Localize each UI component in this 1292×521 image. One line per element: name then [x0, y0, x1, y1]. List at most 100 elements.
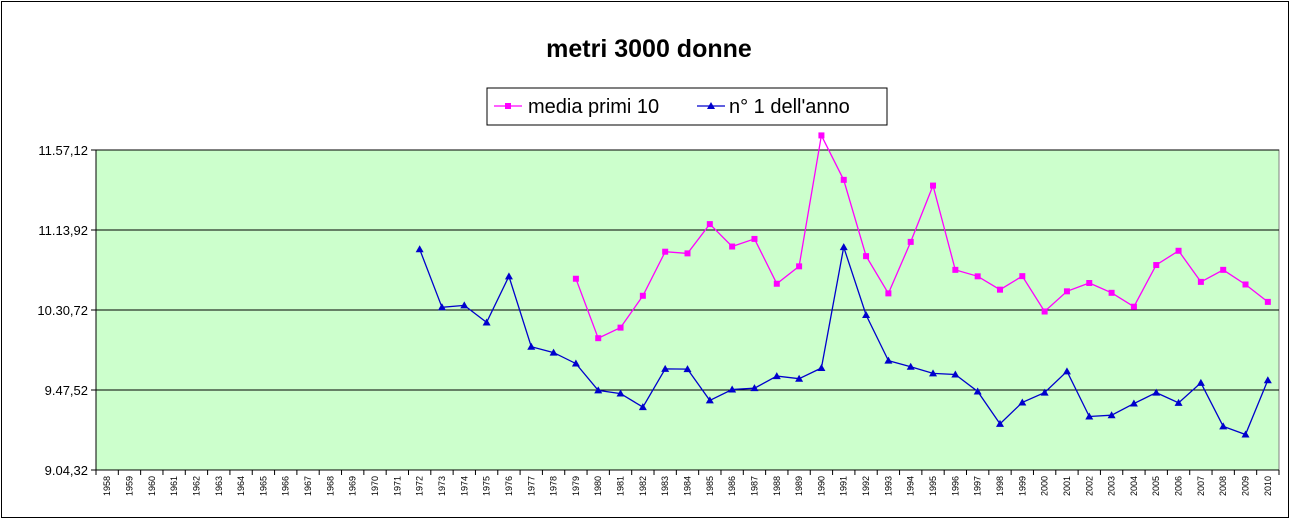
data-point — [929, 369, 938, 377]
data-point — [1264, 298, 1271, 305]
x-tick-label: 1991 — [839, 476, 849, 496]
legend-marker-first — [707, 102, 715, 109]
x-tick-label: 1967 — [303, 476, 313, 496]
data-point — [1062, 367, 1071, 375]
data-point — [862, 311, 871, 319]
data-point — [683, 365, 692, 373]
data-point — [995, 419, 1004, 427]
x-tick-label: 2005 — [1151, 476, 1161, 496]
legend: media primi 10 n° 1 dell'anno — [486, 87, 888, 126]
x-tick-label: 2000 — [1040, 476, 1050, 496]
data-point — [595, 335, 602, 342]
x-tick-label: 1987 — [749, 476, 759, 496]
data-point — [1063, 288, 1070, 295]
x-tick-label: 1962 — [191, 476, 201, 496]
data-point — [1242, 281, 1249, 288]
data-point — [1108, 289, 1115, 296]
data-point — [1175, 247, 1182, 254]
data-point — [1152, 388, 1161, 396]
x-tick-label: 2003 — [1107, 476, 1117, 496]
data-point — [906, 362, 915, 370]
x-tick-label: 1982 — [638, 476, 648, 496]
data-point — [572, 275, 579, 282]
data-point — [639, 292, 646, 299]
legend-box — [486, 87, 888, 126]
x-tick-label: 1980 — [593, 476, 603, 496]
data-point — [1196, 378, 1205, 386]
x-tick-label: 1966 — [281, 476, 291, 496]
data-point — [751, 235, 758, 242]
legend-label-first: n° 1 dell'anno — [729, 96, 850, 118]
data-point — [728, 385, 737, 393]
x-tick-label: 1963 — [214, 476, 224, 496]
x-tick-label: 2009 — [1241, 476, 1251, 496]
chart-title: metri 3000 donne — [546, 35, 752, 63]
data-point — [437, 303, 446, 311]
y-tick-label: 10.30,72 — [37, 303, 88, 318]
data-point — [840, 176, 847, 183]
x-tick-label: 1972 — [415, 476, 425, 496]
data-point — [863, 253, 870, 260]
data-point — [1041, 308, 1048, 315]
data-point — [750, 384, 759, 392]
legend-label-media: media primi 10 — [528, 96, 659, 118]
x-tick-label: 1985 — [705, 476, 715, 496]
data-point — [996, 286, 1003, 293]
data-point — [1019, 273, 1026, 280]
series-0 — [572, 132, 1271, 342]
x-tick-label: 1997 — [973, 476, 983, 496]
x-tick-label: 2008 — [1218, 476, 1228, 496]
data-point — [1040, 388, 1049, 396]
x-tick-label: 1979 — [571, 476, 581, 496]
x-tick-label: 1968 — [325, 476, 335, 496]
x-tick-label: 1971 — [392, 476, 402, 496]
data-point — [684, 250, 691, 257]
data-point — [1130, 303, 1137, 310]
data-point — [504, 272, 513, 280]
data-point — [662, 248, 669, 255]
data-point — [729, 243, 736, 250]
x-tick-label: 2001 — [1062, 476, 1072, 496]
data-point — [1220, 266, 1227, 273]
x-tick-label: 1965 — [258, 476, 268, 496]
data-point — [616, 389, 625, 397]
data-point — [617, 324, 624, 331]
x-tick-label: 1973 — [437, 476, 447, 496]
data-point — [795, 374, 804, 382]
x-tick-label: 1992 — [861, 476, 871, 496]
data-point — [1107, 411, 1116, 419]
data-point — [1018, 398, 1027, 406]
data-point — [527, 342, 536, 350]
data-point — [952, 266, 959, 273]
data-point — [1085, 412, 1094, 420]
y-tick-label: 11.13,92 — [38, 223, 88, 238]
data-point — [930, 182, 937, 189]
legend-marker-media — [505, 103, 511, 109]
gridlines — [96, 149, 1279, 391]
x-tick-label: 1989 — [794, 476, 804, 496]
x-tick-label: 1998 — [995, 476, 1005, 496]
data-point — [415, 245, 424, 253]
data-point — [571, 359, 580, 367]
x-tick-label: 2006 — [1174, 476, 1184, 496]
data-point — [1197, 278, 1204, 285]
data-point — [773, 280, 780, 287]
data-point — [951, 370, 960, 378]
x-tick-label: 1986 — [727, 476, 737, 496]
x-tick-label: 1990 — [816, 476, 826, 496]
x-tick-label: 1969 — [348, 476, 358, 496]
data-point — [839, 243, 848, 251]
data-point — [1174, 398, 1183, 406]
x-tick-label: 1983 — [660, 476, 670, 496]
x-tick-label: 1976 — [504, 476, 514, 496]
data-point — [974, 273, 981, 280]
data-point — [885, 290, 892, 297]
series-1 — [415, 243, 1272, 438]
data-point — [705, 396, 714, 404]
series-layer — [415, 132, 1272, 438]
axes: 9.04,32 9.47,52 10.30,72 11.13,92 11.57,12 19… — [37, 143, 1280, 496]
x-tick-label: 1960 — [147, 476, 157, 496]
x-tick-label: 1994 — [906, 476, 916, 496]
data-point — [772, 372, 781, 380]
